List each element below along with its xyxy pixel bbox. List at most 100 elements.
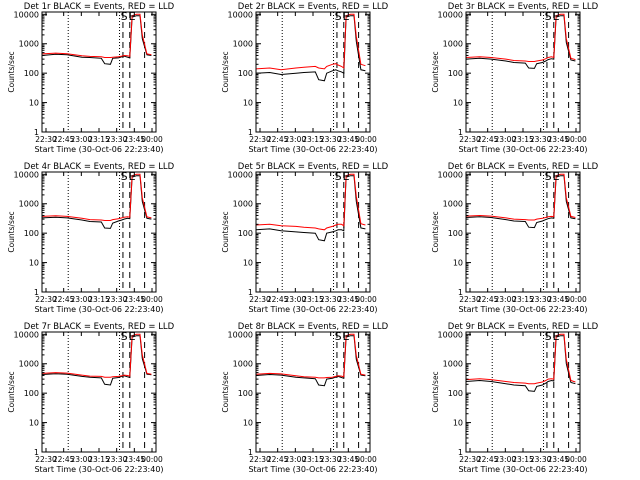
marker-end-label: E <box>129 10 136 23</box>
y-axis-label: Counts/sec <box>221 51 230 92</box>
x-tick-label: 22:30 <box>249 455 271 464</box>
plot-frame <box>255 171 371 293</box>
x-tick-label: 23:30 <box>106 295 128 304</box>
chart-title: Det 6r BLACK = Events, RED = LLD <box>448 162 599 172</box>
y-tick-label: 10 <box>29 419 39 428</box>
y-axis-label: Counts/sec <box>7 51 16 92</box>
y-tick-label: 100 <box>238 69 253 78</box>
x-axis-label: Start Time (30-Oct-06 22:23:40) <box>34 465 163 474</box>
plot-frame <box>41 11 157 133</box>
chart-title: Det 4r BLACK = Events, RED = LLD <box>24 162 175 172</box>
y-tick-label: 10 <box>243 419 253 428</box>
marker-end-label: E <box>553 10 560 23</box>
series-events-line <box>465 335 576 392</box>
x-tick-label: 22:30 <box>459 295 481 304</box>
x-tick-label: 22:30 <box>459 135 481 144</box>
series-lld-line <box>465 13 576 62</box>
y-tick-label: 10000 <box>438 10 463 19</box>
y-tick-label: 10 <box>29 259 39 268</box>
marker-start-label: S <box>121 170 128 183</box>
x-tick-label: 00:00 <box>355 135 377 144</box>
x-tick-label: 22:30 <box>249 135 271 144</box>
x-tick-label: 22:45 <box>267 135 289 144</box>
y-tick-label: 10000 <box>228 10 253 19</box>
marker-start-label: S <box>121 10 128 23</box>
x-tick-label: 23:45 <box>124 455 146 464</box>
x-tick-label: 23:45 <box>338 455 360 464</box>
x-tick-label: 22:45 <box>477 135 499 144</box>
y-tick-label: 1000 <box>233 40 253 49</box>
x-axis-label: Start Time (30-Oct-06 22:23:40) <box>248 305 377 314</box>
marker-end-label: E <box>553 330 560 343</box>
x-tick-label: 23:00 <box>71 135 93 144</box>
marker-end-label: E <box>343 170 350 183</box>
y-tick-label: 1 <box>34 128 39 137</box>
x-tick-label: 23:30 <box>320 455 342 464</box>
x-tick-label: 00:00 <box>565 135 587 144</box>
y-tick-label: 100 <box>238 229 253 238</box>
y-axis-label: Counts/sec <box>431 211 440 252</box>
y-tick-label: 100 <box>24 69 39 78</box>
series-events-line <box>255 335 366 387</box>
marker-start-label: S <box>545 10 552 23</box>
y-tick-label: 1000 <box>443 40 463 49</box>
x-tick-label: 00:00 <box>565 455 587 464</box>
series-events-line <box>255 15 366 82</box>
x-tick-label: 00:00 <box>355 295 377 304</box>
y-tick-label: 10000 <box>14 330 39 339</box>
y-axis-label: Counts/sec <box>431 51 440 92</box>
x-tick-label: 22:45 <box>267 455 289 464</box>
x-tick-label: 22:45 <box>53 455 75 464</box>
series-lld-line <box>41 13 152 58</box>
marker-end-label: E <box>129 170 136 183</box>
chart-title: Det 8r BLACK = Events, RED = LLD <box>238 322 389 332</box>
x-tick-label: 23:30 <box>106 135 128 144</box>
y-tick-label: 10000 <box>14 10 39 19</box>
x-tick-label: 23:45 <box>548 295 570 304</box>
marker-start-label: S <box>335 330 342 343</box>
x-axis-label: Start Time (30-Oct-06 22:23:40) <box>248 145 377 154</box>
series-events-line <box>465 15 576 69</box>
y-tick-label: 1 <box>458 288 463 297</box>
x-tick-label: 00:00 <box>141 295 163 304</box>
series-lld-line <box>465 173 576 221</box>
chart-title: Det 5r BLACK = Events, RED = LLD <box>238 162 389 172</box>
series-lld-line <box>41 333 152 378</box>
series-lld-line <box>41 173 152 221</box>
series-lld-line <box>255 13 366 71</box>
y-tick-label: 10 <box>29 99 39 108</box>
series-lld-line <box>255 173 366 231</box>
y-tick-label: 100 <box>448 229 463 238</box>
x-tick-label: 23:30 <box>320 135 342 144</box>
y-tick-label: 100 <box>448 389 463 398</box>
series-events-line <box>465 175 576 229</box>
x-tick-label: 23:00 <box>285 455 307 464</box>
y-tick-label: 1000 <box>233 360 253 369</box>
y-tick-label: 10000 <box>14 170 39 179</box>
x-axis-label: Start Time (30-Oct-06 22:23:40) <box>34 145 163 154</box>
y-tick-label: 1000 <box>19 200 39 209</box>
y-tick-label: 1 <box>34 288 39 297</box>
marker-end-label: E <box>129 330 136 343</box>
plot-frame <box>41 171 157 293</box>
y-tick-label: 1000 <box>443 200 463 209</box>
x-tick-label: 23:45 <box>338 295 360 304</box>
y-axis-label: Counts/sec <box>221 371 230 412</box>
x-tick-label: 23:45 <box>338 135 360 144</box>
x-tick-label: 23:15 <box>302 295 324 304</box>
x-axis-label: Start Time (30-Oct-06 22:23:40) <box>34 305 163 314</box>
y-tick-label: 10 <box>453 259 463 268</box>
x-tick-label: 22:45 <box>267 295 289 304</box>
y-tick-label: 10 <box>243 259 253 268</box>
marker-end-label: E <box>343 10 350 23</box>
series-events-line <box>41 175 152 229</box>
y-tick-label: 10 <box>453 419 463 428</box>
chart-title: Det 9r BLACK = Events, RED = LLD <box>448 322 599 332</box>
